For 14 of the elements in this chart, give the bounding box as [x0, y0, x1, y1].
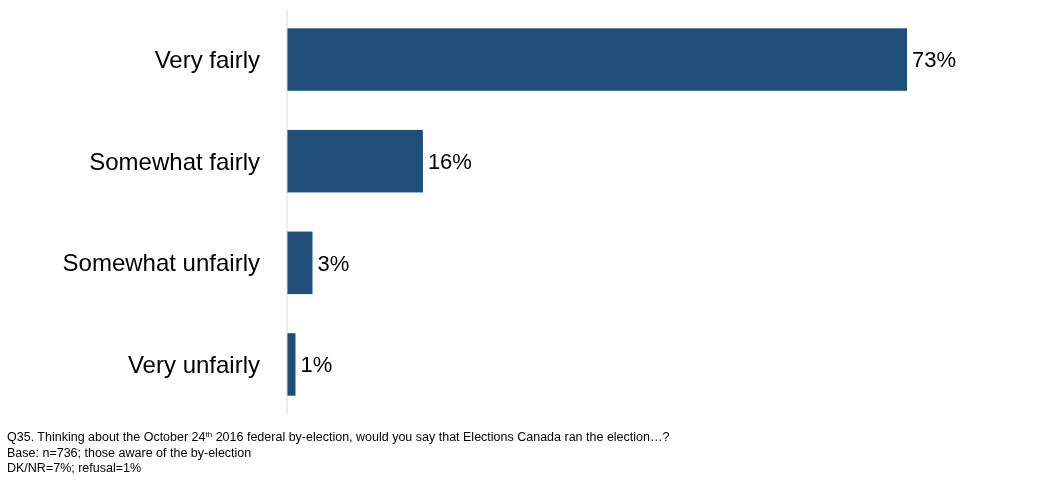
text: Q35. Thinking about the October 24$^{th}$ 2016 federal by-election, would you say that Elections Canada ran the election…? [7, 429, 670, 444]
data-label: 3% [317, 250, 350, 276]
bar [287, 28, 907, 91]
data-label: 73% [912, 47, 957, 73]
y-tick-label: Very fairly [154, 45, 260, 73]
text: DK/NR=7%; refusal=1% [7, 461, 142, 475]
y-tick-label: Very unfairly [127, 350, 260, 378]
y-tick-label: Somewhat fairly [89, 147, 260, 175]
bar [287, 231, 313, 295]
bar [287, 129, 423, 193]
data-label: 1% [300, 352, 333, 378]
y-tick-label: Somewhat unfairly [62, 249, 260, 277]
data-label: 16% [427, 148, 472, 174]
text: Base: n=736; those aware of the by-election [7, 445, 252, 460]
